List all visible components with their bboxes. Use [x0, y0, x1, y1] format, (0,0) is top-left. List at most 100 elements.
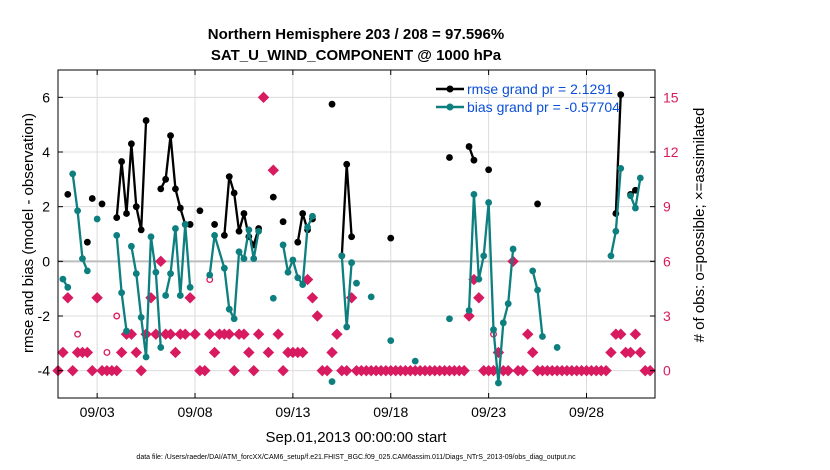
- obs-assimilated-marker: [257, 91, 270, 104]
- y-tick-label: -2: [38, 308, 51, 324]
- y-axis-label: rmse and bias (model - observation): [20, 113, 37, 353]
- obs-assimilated-marker: [517, 364, 529, 377]
- bias-point: [480, 252, 488, 260]
- bias-point: [617, 165, 625, 172]
- rmse-point: [485, 166, 493, 174]
- bias-point: [74, 207, 81, 215]
- x-tick-label: 09/23: [471, 404, 506, 420]
- data-file-footnote: data file: /Users/raeder/DAI/ATM_forcXX/…: [136, 454, 576, 461]
- bias-point: [299, 281, 307, 288]
- y-tick-label: -4: [38, 363, 51, 379]
- bias-point: [343, 323, 351, 331]
- bias-point: [113, 231, 121, 239]
- plot-frame: [57, 69, 656, 399]
- bias-line: [208, 228, 260, 320]
- bias-point: [59, 275, 67, 283]
- rmse-point: [269, 193, 277, 201]
- bias-point: [534, 286, 541, 294]
- rmse-point: [123, 210, 130, 217]
- rmse-point: [294, 238, 302, 246]
- bias-point: [279, 241, 287, 249]
- bias-point: [167, 270, 174, 278]
- x-axis-label: Sep.01,2013 00:00:00 start: [266, 429, 448, 446]
- obs-assimilated-marker: [458, 364, 470, 377]
- bias-point: [607, 252, 615, 260]
- bias-point: [181, 221, 189, 228]
- bias-point: [157, 344, 165, 351]
- obs-assimilated-marker: [115, 346, 128, 359]
- rmse-point: [343, 160, 351, 168]
- bias-point: [509, 245, 517, 253]
- y-tick-label: 2: [42, 199, 50, 215]
- rmse-point: [64, 190, 72, 198]
- obs-assimilated-marker: [111, 364, 123, 377]
- obs-assimilated-marker: [130, 346, 143, 359]
- y-axis-label-right: # of obs: o=possible; ×=assimilated: [691, 108, 708, 343]
- bias-point: [294, 274, 302, 282]
- rmse-point: [534, 200, 541, 208]
- bias-point: [465, 307, 473, 314]
- bias-point: [499, 319, 507, 327]
- bias-point: [539, 333, 546, 340]
- bias-point: [612, 227, 620, 235]
- obs-assimilated-marker: [66, 364, 79, 377]
- rmse-point: [83, 238, 91, 246]
- chart-title: Northern Hemisphere 203 / 208 = 97.596%: [208, 26, 504, 43]
- obs-assimilated-marker: [473, 292, 485, 304]
- obs-assimilated-marker: [262, 346, 275, 359]
- bias-point: [235, 248, 243, 256]
- bias-point: [93, 215, 101, 223]
- bias-point: [79, 255, 86, 262]
- rmse-point: [142, 117, 150, 124]
- series-layer: [59, 91, 644, 387]
- bias-point: [485, 199, 493, 206]
- bias-point: [255, 227, 263, 235]
- rmse-point: [176, 204, 184, 212]
- obs-assimilated-marker: [306, 292, 319, 304]
- obs-assimilated-marker: [203, 328, 216, 340]
- bias-point: [475, 275, 483, 283]
- bias-point: [338, 252, 346, 260]
- obs-assimilated-marker: [81, 346, 94, 359]
- obs-assimilated-marker: [155, 255, 167, 268]
- x-tick-label: 09/18: [373, 404, 408, 420]
- rmse-point: [167, 132, 174, 140]
- rmse-line: [223, 175, 260, 247]
- legend-label-rmse: rmse grand pr = 2.1291: [467, 81, 613, 97]
- bias-point: [411, 357, 419, 365]
- bias-point: [64, 283, 72, 291]
- rmse-point: [88, 195, 96, 202]
- obs-assimilated-marker: [267, 164, 280, 176]
- rmse-point: [211, 221, 218, 228]
- rmse-line: [614, 94, 622, 214]
- rmse-point: [465, 143, 473, 150]
- obs-assimilated-marker: [615, 328, 627, 340]
- bias-point: [172, 225, 179, 232]
- bias-point: [353, 279, 360, 287]
- rmse-point: [162, 175, 170, 183]
- rmse-point: [196, 207, 204, 215]
- obs-count-markers: [52, 91, 656, 377]
- obs-assimilated-marker: [331, 328, 343, 340]
- rmse-point: [328, 100, 336, 108]
- obs-assimilated-marker: [62, 292, 74, 304]
- bias-point: [328, 378, 336, 385]
- obs-assimilated-marker: [91, 292, 103, 304]
- rmse-point: [128, 140, 135, 148]
- bias-point: [230, 315, 238, 323]
- bias-point: [348, 259, 356, 267]
- bias-point: [387, 337, 395, 344]
- obs-assimilated-marker: [311, 310, 324, 322]
- bias-point: [504, 300, 512, 308]
- y-right-tick-label: 3: [663, 308, 671, 324]
- y-right-tick-label: 0: [663, 363, 671, 379]
- rmse-point: [118, 158, 126, 165]
- bias-point: [284, 268, 292, 276]
- y-tick-label: 6: [42, 89, 50, 105]
- obs-assimilated-marker: [277, 364, 289, 377]
- obs-assimilated-marker: [169, 346, 182, 359]
- rmse-point: [470, 156, 478, 164]
- rmse-point: [172, 185, 179, 193]
- y-right-tick-label: 9: [663, 199, 671, 215]
